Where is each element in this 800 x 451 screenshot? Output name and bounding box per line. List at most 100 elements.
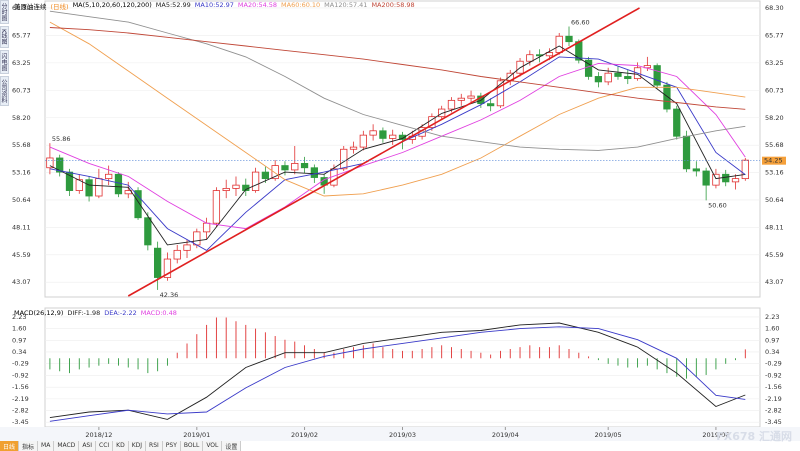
toolbar-tab[interactable]: 指标 (19, 441, 39, 451)
x-tick-label: 2018/12 (85, 431, 112, 439)
candle-body (56, 157, 64, 173)
sidebar: 分时图 K线图 闪电图 公司资料 (0, 0, 9, 120)
y-tick-label: 1.60 (12, 325, 26, 333)
candle-body (173, 249, 181, 260)
candle-body (722, 173, 730, 183)
y-tick-label: 43.07 (12, 278, 31, 286)
indicator: MA(5,10,20,60,120,200) (72, 1, 152, 9)
toolbar-tab[interactable]: MACD (54, 441, 80, 451)
candle-body (389, 134, 397, 139)
toolbar-tab[interactable]: CCI (96, 441, 114, 451)
toolbar-tab[interactable]: 设置 (222, 441, 242, 451)
legend-entry: DIFF:-1.98 (67, 309, 101, 317)
ma-line (49, 45, 746, 246)
candle-body (202, 222, 211, 233)
candle-body (232, 184, 240, 189)
y-tick-label: 0.34 (12, 348, 26, 356)
candle-body (594, 76, 603, 83)
candle-body (251, 171, 260, 191)
ma-line (49, 322, 746, 420)
candle-body (575, 41, 583, 61)
toolbar-tab[interactable]: RSI (146, 441, 163, 451)
y-tick-label: -0.29 (12, 360, 29, 368)
x-tick-label: 2019/02 (291, 431, 318, 439)
ma-line (49, 27, 746, 110)
sidebar-tab[interactable]: 闪电图 (0, 49, 9, 74)
candle-body (369, 130, 377, 136)
y-tick-label-right: 0.97 (765, 336, 779, 344)
y-tick-label-right: 65.77 (765, 31, 784, 39)
toolbar-tab[interactable]: 日线 (0, 441, 20, 451)
y-tick-label-right: -2.82 (765, 407, 782, 415)
sidebar-tab[interactable]: K线图 (0, 26, 9, 48)
y-tick-label-right: 0.34 (765, 348, 779, 356)
y-tick-label: -1.56 (12, 383, 29, 391)
candle-body (95, 178, 103, 197)
y-tick-label-right: 53.16 (765, 169, 784, 177)
sidebar-tab[interactable]: 分时图 (0, 0, 9, 24)
candle-body (212, 190, 221, 224)
legend-entry: MA120:57.41 (324, 1, 368, 9)
toolbar-tab[interactable]: ASI (79, 441, 96, 451)
candle-body (379, 130, 387, 139)
candle-body (545, 52, 554, 57)
candle-body (712, 173, 720, 186)
ma-line (49, 326, 746, 422)
y-tick-label-right: 45.59 (765, 251, 784, 259)
main-frame (44, 0, 761, 298)
y-tick-label-right: -0.29 (765, 360, 782, 368)
y-tick-label: 60.73 (12, 86, 31, 94)
y-tick-label-right: -2.19 (765, 395, 782, 403)
y-tick-label-right: 43.07 (765, 278, 784, 286)
candle-body (673, 108, 681, 137)
candle-body (438, 108, 446, 118)
x-tick-label: 2019/05 (595, 431, 622, 439)
candle-body (663, 84, 671, 110)
toolbar-tab[interactable]: BOLL (180, 441, 204, 451)
x-tick-label: 2019/03 (389, 431, 416, 439)
chart-title: 美原油连续 (14, 3, 47, 11)
axis-strip (0, 427, 800, 441)
candle-body (46, 157, 54, 169)
x-tick-label: 2019/01 (183, 431, 210, 439)
y-tick-label-right: 68.30 (765, 4, 784, 12)
y-tick-label-right: 2.23 (765, 313, 779, 321)
toolbar-tab[interactable]: VOL (203, 441, 223, 451)
toolbar: 日线 指标 MA MACD ASI CCI KD KDJ RSI PSY BOLL VOL 设置 (0, 441, 242, 451)
y-tick-label: 48.11 (12, 223, 31, 231)
y-tick-label-right: 63.25 (765, 59, 784, 67)
macd-legend: MACD(26,12,9) DIFF:-1.98 DEA:-2.22 MACD:0.… (14, 309, 177, 317)
y-tick-label: 45.59 (12, 251, 31, 259)
annotation: 50.60 (708, 201, 727, 209)
y-tick-label: 0.97 (12, 336, 26, 344)
y-tick-label: 50.64 (12, 196, 31, 204)
y-tick-label-right: 50.64 (765, 196, 784, 204)
trend-line (127, 7, 640, 297)
toolbar-tab[interactable]: KD (113, 441, 129, 451)
candle-body (154, 247, 162, 278)
toolbar-tab[interactable]: MA (38, 441, 55, 451)
ma-line (49, 62, 746, 230)
ma-line (49, 56, 746, 251)
x-tick-label: 2019/04 (492, 431, 519, 439)
candle-body (359, 134, 367, 148)
y-tick-label-right: -1.56 (765, 383, 782, 391)
candle-body (281, 165, 289, 171)
legend-entry: DEA:-2.22 (104, 309, 137, 317)
toolbar-tab[interactable]: PSY (162, 441, 181, 451)
candle-body (614, 72, 622, 77)
annotation: 55.86 (52, 135, 71, 143)
legend-entry: MA20:54.58 (237, 1, 278, 9)
toolbar-tab[interactable]: KDJ (128, 441, 147, 451)
last-price-label: 54.25 (764, 157, 783, 165)
candle-body (584, 59, 593, 77)
legend-entry: MACD:0.48 (140, 309, 177, 317)
y-tick-label: 65.77 (12, 31, 31, 39)
sidebar-tab[interactable]: 公司资料 (0, 75, 9, 106)
candle-body (457, 97, 465, 101)
annotation: 42.36 (160, 291, 179, 299)
y-tick-label: -0.92 (12, 371, 29, 379)
y-tick-label: -2.82 (12, 407, 29, 415)
macd-frame (44, 307, 761, 428)
